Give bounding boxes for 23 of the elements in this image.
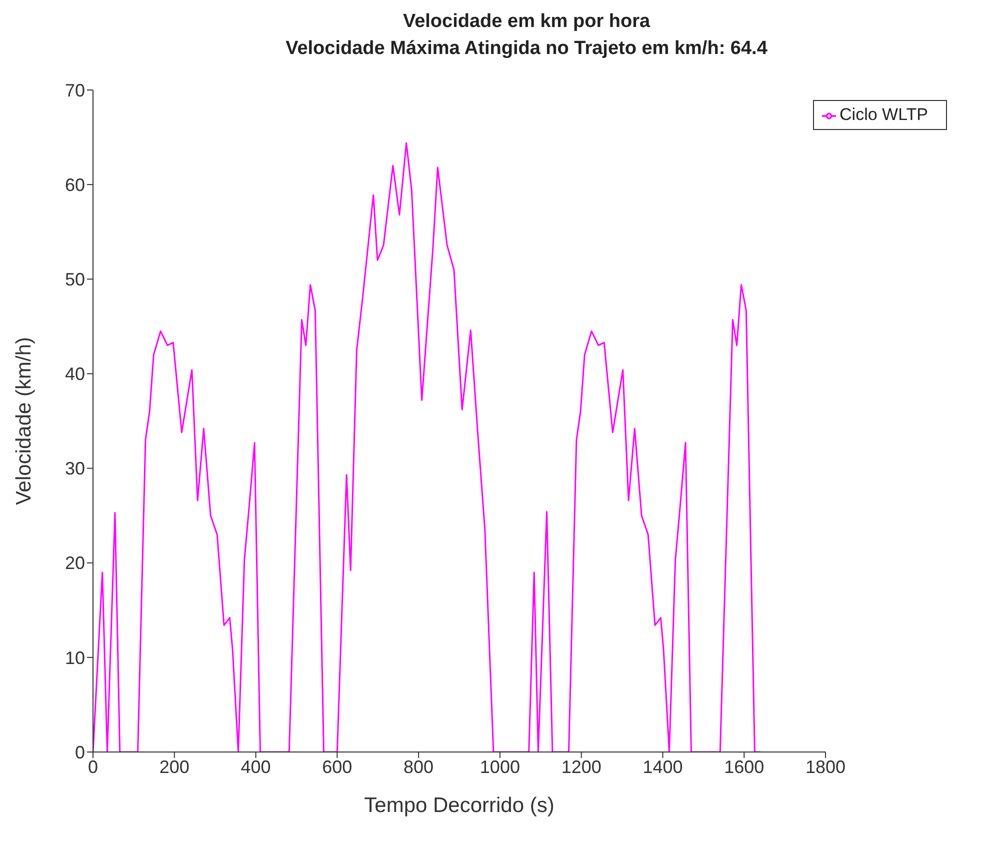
y-tick-label: 10 bbox=[64, 648, 85, 668]
y-tick-label: 20 bbox=[64, 553, 85, 574]
x-tick-label: 1200 bbox=[561, 756, 602, 777]
x-tick-label: 600 bbox=[322, 756, 352, 777]
chart-title: Velocidade em km por hora bbox=[402, 10, 652, 34]
y-tick-label: 70 bbox=[64, 80, 85, 100]
x-tick-label: 200 bbox=[159, 756, 190, 777]
x-tick-label: 1000 bbox=[480, 756, 520, 777]
y-tick-label: 0 bbox=[74, 742, 85, 762]
x-tick-label: 800 bbox=[404, 756, 434, 777]
chart-subtitle: Velocidade Máxima Atingida no Trajeto em km/h: 64.4 bbox=[284, 37, 768, 61]
legend-label: Ciclo WLTP bbox=[840, 105, 928, 124]
y-axis-title: Velocidade (km/h) bbox=[12, 336, 36, 506]
y-tick-label: 60 bbox=[64, 174, 85, 195]
y-tick-label: 50 bbox=[64, 270, 85, 290]
y-tick-label: 30 bbox=[64, 458, 85, 479]
x-tick-label: 0 bbox=[88, 756, 98, 777]
y-tick-label: 40 bbox=[64, 364, 85, 384]
x-axis-title: Tempo Decorrido (s) bbox=[364, 794, 554, 817]
x-tick-label: 1600 bbox=[724, 756, 764, 777]
x-tick-label: 400 bbox=[240, 756, 271, 777]
x-tick-label: 1800 bbox=[805, 756, 846, 777]
x-tick-label: 1400 bbox=[642, 756, 683, 777]
